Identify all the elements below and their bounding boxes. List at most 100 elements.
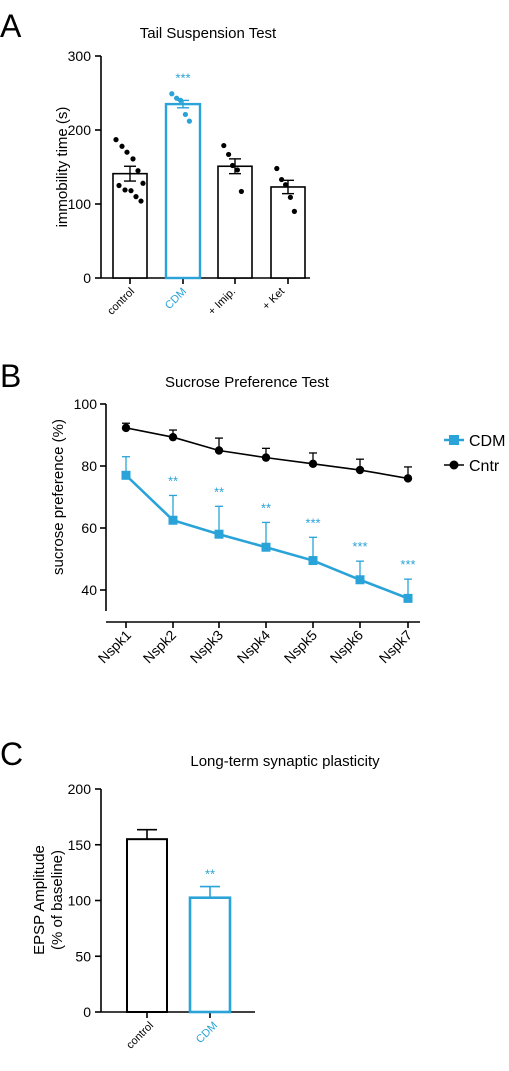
chart-title-b: Sucrose Preference Test: [165, 374, 330, 391]
legend-item-cdm: CDM: [444, 433, 505, 450]
data-point: [274, 165, 280, 172]
data-point: [135, 168, 141, 174]
point-cdm: [403, 593, 413, 603]
significance-marker: ***: [352, 539, 367, 554]
y-tick-label-a: 300: [68, 48, 92, 64]
significance-marker: **: [214, 484, 224, 499]
category-label-control-c: control: [124, 1020, 156, 1052]
data-point: [119, 143, 125, 149]
y-axis-b: 40 60 80 100: [74, 396, 107, 611]
y-tick-label-b: 60: [81, 520, 97, 536]
legend-item-cntr: Cntr: [444, 458, 500, 475]
panel-a: A Tail Suspension Test immobility time (…: [0, 8, 310, 318]
panel-c: C Long-term synaptic plasticity EPSP Amp…: [0, 736, 380, 1051]
data-point: [234, 167, 240, 173]
y-tick-label-c: 50: [75, 948, 91, 964]
legend-marker-cdm: [449, 435, 459, 445]
category-label-nspk5: Nspk5: [281, 627, 321, 667]
panel-letter-a: A: [0, 8, 22, 44]
data-point: [130, 156, 136, 162]
legend-b: CDM Cntr: [444, 433, 505, 475]
y-axis-c: 0 50 100 150 200: [68, 781, 102, 1020]
data-point: [122, 187, 128, 193]
y-tick-label-b: 80: [81, 458, 97, 474]
category-label-nspk1: Nspk1: [95, 627, 135, 667]
y-tick-label-c: 100: [68, 893, 92, 909]
y-tick-label-a: 0: [83, 270, 91, 286]
series-line-cdm: [125, 474, 409, 600]
legend-label-cntr: Cntr: [469, 458, 500, 475]
chart-title-c: Long-term synaptic plasticity: [190, 753, 380, 770]
data-point: [124, 149, 130, 155]
significance-marker: ***: [175, 70, 190, 85]
category-label-nspk2: Nspk2: [140, 627, 180, 667]
significance-marker: ***: [305, 515, 320, 530]
significance-marker: **: [168, 473, 178, 488]
data-point: [174, 95, 180, 101]
panel-letter-c: C: [0, 736, 23, 772]
point-cntr: [261, 453, 271, 462]
y-axis-a: 0 100 200 300: [68, 48, 102, 286]
category-label-imip-a: + Imip.: [206, 286, 238, 318]
data-point: [291, 208, 297, 214]
data-point: [182, 111, 188, 118]
y-tick-label-b: 100: [74, 396, 98, 412]
x-axis-b: [106, 621, 420, 628]
category-label-cdm-c: CDM: [194, 1020, 220, 1046]
bar-c-0: [126, 838, 168, 1013]
point-cntr: [121, 423, 131, 433]
chart-title-a: Tail Suspension Test: [140, 25, 277, 42]
bar-2: [217, 165, 253, 279]
data-point: [238, 188, 244, 195]
data-point: [221, 142, 227, 149]
data-point: [113, 137, 119, 143]
data-point: [140, 180, 146, 186]
significance-marker: **: [205, 867, 215, 882]
y-axis-label-c-line2: (% of baseline): [49, 850, 66, 950]
x-axis-a: [101, 277, 310, 284]
data-point: [186, 118, 192, 124]
data-point: [138, 198, 144, 204]
data-point: [226, 151, 232, 158]
data-point: [283, 182, 289, 188]
category-label-nspk4: Nspk4: [234, 627, 274, 667]
y-axis-label-c-line1: EPSP Amplitude: [31, 845, 48, 955]
y-axis-label-a: immobility time (s): [54, 107, 71, 228]
point-cntr: [308, 459, 318, 469]
category-label-nspk3: Nspk3: [187, 627, 227, 667]
point-cdm: [308, 556, 318, 566]
y-tick-label-c: 0: [83, 1004, 91, 1020]
data-point: [279, 176, 285, 183]
point-cntr: [168, 432, 178, 442]
point-cntr: [214, 446, 224, 455]
data-point: [128, 188, 134, 194]
data-point: [133, 194, 139, 200]
category-label-nspk6: Nspk6: [327, 627, 367, 667]
panel-b: B Sucrose Preference Test sucrose prefer…: [0, 358, 505, 666]
panel-letter-b: B: [0, 358, 21, 394]
data-point: [230, 162, 236, 169]
point-cntr: [355, 465, 365, 475]
category-label-nspk7: Nspk7: [376, 627, 416, 667]
significance-marker: ***: [400, 557, 415, 572]
y-tick-label-a: 100: [68, 196, 92, 212]
category-label-ket-a: + Ket: [260, 286, 287, 313]
legend-marker-cntr: [449, 460, 459, 470]
point-cdm: [355, 575, 365, 585]
category-label-control-a: control: [105, 286, 137, 318]
x-axis-c: [101, 1011, 255, 1018]
y-axis-label-b: sucrose preference (%): [50, 419, 67, 575]
legend-label-cdm: CDM: [469, 433, 505, 450]
bar-3: [270, 186, 306, 279]
point-cdm: [214, 529, 224, 539]
point-cdm: [121, 470, 131, 480]
data-point: [116, 182, 122, 189]
point-cntr: [403, 474, 413, 483]
y-tick-label-c: 150: [68, 837, 92, 853]
data-point: [287, 194, 293, 200]
y-axis-label-c: EPSP Amplitude (% of baseline): [31, 845, 66, 955]
y-tick-label-a: 200: [68, 122, 92, 138]
bar-c-1: [188, 896, 232, 1014]
bar-1: [164, 102, 202, 280]
